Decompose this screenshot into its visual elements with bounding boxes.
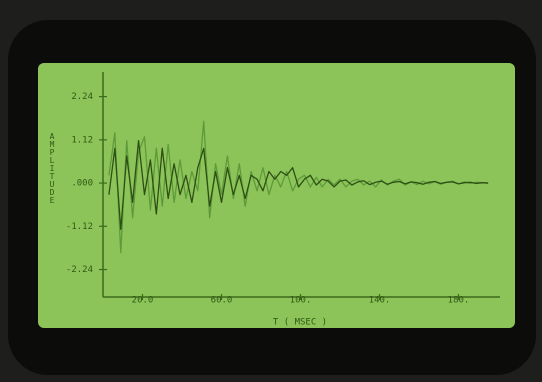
x-axis-label: T ( MSEC ) [273,318,327,328]
y-axis-label: AMPLITUDE [48,132,57,204]
y-tick-label: -2.24 [66,265,93,275]
plot: AMPLITUDE T ( MSEC ) 2.24 1.12 .000 -1.12 -2… [48,72,500,328]
y-tick-label: .000 [71,179,93,189]
signal-trace [108,120,489,254]
x-tick-label: 100. [290,296,312,306]
x-tick-label: 20.0 [132,296,154,306]
signal-trace [108,139,489,231]
y-tick-label: 1.12 [71,135,93,145]
x-tick-label: 140. [369,296,391,306]
x-tick-label: 60.0 [211,296,233,306]
y-tick-label: -1.12 [66,222,93,232]
x-tick-label: 180. [448,296,470,306]
screen [38,63,515,328]
y-tick-label: 2.24 [71,92,93,102]
